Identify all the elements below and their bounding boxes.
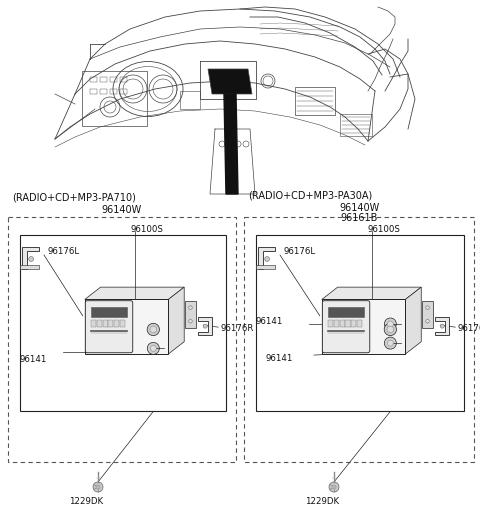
Bar [91, 307, 127, 318]
Polygon shape [258, 247, 275, 269]
Polygon shape [85, 287, 184, 300]
Bar [120, 90, 127, 95]
Bar [256, 235, 464, 412]
Bar [346, 320, 350, 327]
Polygon shape [168, 287, 184, 355]
Circle shape [329, 482, 339, 492]
Bar [96, 320, 102, 327]
Bar [103, 320, 108, 327]
Text: 96141: 96141 [256, 316, 283, 325]
Circle shape [387, 326, 394, 333]
Bar [82, 72, 147, 127]
Circle shape [426, 306, 429, 310]
Circle shape [189, 320, 192, 323]
Polygon shape [435, 318, 449, 335]
Circle shape [150, 346, 156, 351]
Circle shape [189, 306, 192, 310]
Circle shape [426, 320, 429, 323]
Polygon shape [406, 287, 421, 355]
Text: (RADIO+CD+MP3-PA30A): (RADIO+CD+MP3-PA30A) [248, 190, 372, 200]
Text: 96140W: 96140W [339, 203, 379, 213]
Text: 96176R: 96176R [457, 323, 480, 332]
Circle shape [384, 318, 396, 330]
Polygon shape [20, 266, 39, 269]
Bar [334, 320, 339, 327]
Bar [85, 300, 168, 355]
Circle shape [150, 326, 156, 333]
Circle shape [265, 257, 270, 262]
Text: 1229DK: 1229DK [69, 496, 103, 505]
Bar [114, 320, 120, 327]
Text: 1229DK: 1229DK [305, 496, 339, 505]
Bar [328, 320, 333, 327]
FancyBboxPatch shape [85, 301, 133, 353]
Text: 96176L: 96176L [284, 247, 316, 256]
Circle shape [387, 340, 393, 346]
Bar [295, 88, 335, 116]
Bar [340, 115, 372, 137]
Bar [339, 320, 345, 327]
Polygon shape [322, 287, 421, 300]
Circle shape [384, 337, 396, 349]
Bar [180, 92, 200, 110]
Bar [322, 300, 406, 355]
Circle shape [96, 485, 100, 489]
Bar [90, 90, 97, 95]
Bar [108, 320, 113, 327]
Circle shape [203, 325, 207, 328]
Text: 96140W: 96140W [102, 205, 142, 215]
Bar [20, 235, 226, 412]
FancyBboxPatch shape [322, 301, 370, 353]
Bar [100, 90, 107, 95]
Circle shape [332, 485, 336, 489]
Text: 96161B: 96161B [340, 213, 378, 223]
Bar [185, 301, 196, 328]
Polygon shape [22, 247, 39, 269]
Bar [100, 78, 107, 83]
Text: 96141: 96141 [266, 353, 293, 362]
Bar [90, 78, 97, 83]
Text: 96176R: 96176R [220, 323, 253, 332]
Text: (RADIO+CD+MP3-PA710): (RADIO+CD+MP3-PA710) [12, 192, 136, 203]
Bar [422, 301, 433, 328]
Bar [120, 78, 127, 83]
Circle shape [384, 324, 396, 336]
Circle shape [387, 321, 393, 327]
Bar [120, 320, 125, 327]
Circle shape [147, 343, 159, 355]
Polygon shape [255, 266, 275, 269]
Bar [328, 307, 364, 318]
Bar [357, 320, 362, 327]
Text: 96176L: 96176L [48, 247, 80, 256]
Text: 96100S: 96100S [368, 225, 401, 234]
Bar [91, 320, 96, 327]
Bar [244, 218, 474, 462]
Polygon shape [224, 95, 238, 194]
Polygon shape [198, 318, 212, 335]
Polygon shape [208, 70, 252, 95]
Bar [110, 78, 117, 83]
Circle shape [29, 257, 34, 262]
Bar [351, 320, 357, 327]
Circle shape [147, 324, 159, 336]
Bar [110, 90, 117, 95]
Circle shape [93, 482, 103, 492]
Text: 96141: 96141 [20, 354, 48, 363]
Text: 96100S: 96100S [131, 225, 164, 234]
Circle shape [440, 325, 444, 328]
Bar [8, 218, 236, 462]
